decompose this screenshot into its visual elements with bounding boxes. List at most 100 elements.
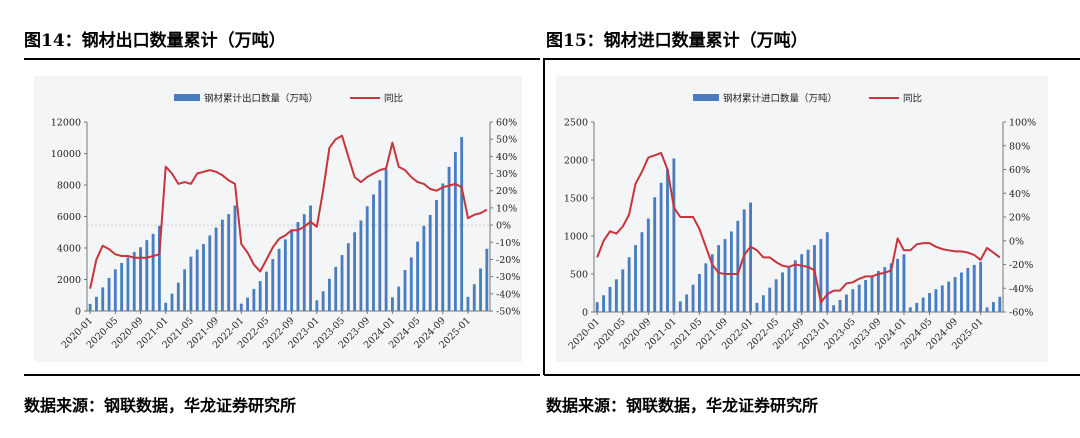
bar-cumulative bbox=[908, 307, 912, 312]
bar-cumulative bbox=[466, 296, 470, 311]
bar-cumulative bbox=[233, 205, 237, 311]
bar-cumulative bbox=[353, 232, 357, 311]
bar-cumulative bbox=[851, 289, 855, 312]
bar-cumulative bbox=[246, 297, 249, 311]
bar-cumulative bbox=[736, 220, 740, 312]
bar-cumulative bbox=[991, 302, 995, 312]
bar-cumulative bbox=[806, 249, 810, 312]
bar-cumulative bbox=[485, 248, 489, 311]
bar-cumulative bbox=[277, 248, 281, 311]
bar-cumulative bbox=[774, 279, 778, 312]
title-rule bbox=[24, 58, 540, 60]
bar-cumulative bbox=[928, 293, 931, 312]
y-right-tick-label: 30% bbox=[496, 169, 517, 180]
source-rule bbox=[544, 374, 1080, 376]
y-left-tick-label: 2000 bbox=[57, 275, 81, 286]
bar-cumulative bbox=[302, 214, 306, 311]
bar-cumulative bbox=[953, 277, 957, 312]
y-right-tick-label: 60% bbox=[496, 118, 517, 129]
bar-cumulative bbox=[265, 271, 268, 311]
bar-cumulative bbox=[998, 296, 1002, 312]
bar-cumulative bbox=[208, 235, 212, 311]
bar-cumulative bbox=[403, 270, 407, 311]
bar-cumulative bbox=[176, 282, 180, 311]
bar-cumulative bbox=[309, 205, 312, 311]
y-right-tick-label: 100% bbox=[1009, 118, 1036, 129]
bar-cumulative bbox=[979, 261, 983, 312]
bar-cumulative bbox=[742, 209, 746, 312]
panel-divider bbox=[543, 58, 545, 375]
plot-background bbox=[34, 76, 522, 362]
y-right-tick-label: -60% bbox=[1009, 308, 1033, 319]
bar-cumulative bbox=[787, 266, 791, 312]
y-left-tick-label: 0 bbox=[75, 307, 81, 318]
bar-cumulative bbox=[472, 284, 476, 311]
line-yoy bbox=[89, 134, 488, 289]
bar-cumulative bbox=[296, 222, 300, 311]
export-chart: 0 2000 4000 6000 8000 10000 12000 -50% -40% -30% -… bbox=[51, 93, 521, 352]
y-right-tick-label: 0% bbox=[1009, 236, 1024, 247]
bar-cumulative bbox=[214, 227, 218, 311]
bar-cumulative bbox=[889, 263, 893, 312]
bar-cumulative bbox=[710, 254, 714, 312]
bar-cumulative bbox=[271, 259, 275, 311]
y-left-tick-label: 2500 bbox=[564, 118, 588, 129]
y-right-tick-label: -20% bbox=[1009, 260, 1033, 271]
bar-cumulative bbox=[832, 305, 836, 312]
bar-cumulative bbox=[428, 214, 432, 311]
y-left-tick-label: 6000 bbox=[57, 212, 81, 223]
bar-cumulative bbox=[819, 239, 823, 312]
bar-cumulative bbox=[672, 158, 676, 312]
bar-cumulative bbox=[346, 243, 350, 311]
bar-cumulative bbox=[164, 302, 168, 311]
bar-cumulative bbox=[915, 302, 919, 312]
y-right-tick-label: -20% bbox=[496, 255, 520, 266]
bar-cumulative bbox=[940, 285, 944, 312]
bar-cumulative bbox=[479, 268, 482, 311]
bar-cumulative bbox=[781, 272, 784, 312]
bar-cumulative bbox=[378, 180, 382, 311]
bar-cumulative bbox=[947, 281, 951, 312]
bar-cumulative bbox=[678, 301, 682, 312]
y-left-tick-label: 8000 bbox=[57, 181, 81, 192]
y-left-tick-label: 4000 bbox=[57, 244, 81, 255]
bar-cumulative bbox=[139, 247, 142, 311]
bar-cumulative bbox=[685, 294, 689, 312]
y-right-tick-label: 40% bbox=[1009, 189, 1030, 200]
bar-cumulative bbox=[220, 219, 224, 311]
bar-cumulative bbox=[634, 245, 637, 312]
bar-cumulative bbox=[384, 169, 388, 311]
bar-cumulative bbox=[252, 288, 256, 311]
bar-cumulative bbox=[453, 151, 457, 311]
chart-panel-export: 图14：钢材出口数量累计（万吨） 0 2000 4000 6000 8000 10000 1… bbox=[24, 31, 540, 415]
bar-cumulative bbox=[704, 263, 708, 312]
bar-cumulative bbox=[447, 166, 451, 311]
bar-cumulative bbox=[857, 284, 861, 312]
bar-cumulative bbox=[883, 267, 887, 312]
source-rule bbox=[24, 374, 540, 376]
bar-cumulative bbox=[653, 197, 657, 312]
bar-cumulative bbox=[365, 206, 369, 311]
bar-cumulative bbox=[838, 299, 842, 312]
bar-cumulative bbox=[359, 220, 363, 311]
bar-cumulative bbox=[825, 232, 829, 312]
bar-cumulative bbox=[614, 279, 618, 312]
bar-cumulative bbox=[315, 300, 319, 311]
bar-cumulative bbox=[321, 291, 325, 311]
y-left-tick-label: 2000 bbox=[564, 156, 588, 167]
bar-cumulative bbox=[793, 260, 797, 312]
bar-cumulative bbox=[390, 297, 394, 311]
bar-cumulative bbox=[966, 267, 970, 312]
legend-line-label: 同比 bbox=[384, 93, 403, 105]
bar-cumulative bbox=[113, 269, 117, 311]
bar-cumulative bbox=[422, 225, 426, 311]
legend-bar-swatch bbox=[693, 94, 719, 101]
bar-cumulative bbox=[749, 202, 753, 312]
legend-line-label: 同比 bbox=[903, 93, 922, 105]
bar-cumulative bbox=[960, 272, 963, 312]
source-note: 数据来源：钢联数据，华龙证券研究所 bbox=[546, 396, 819, 415]
bar-cumulative bbox=[902, 254, 906, 312]
title-rule bbox=[544, 58, 1080, 60]
bar-cumulative bbox=[595, 302, 599, 312]
bar-cumulative bbox=[170, 293, 174, 311]
